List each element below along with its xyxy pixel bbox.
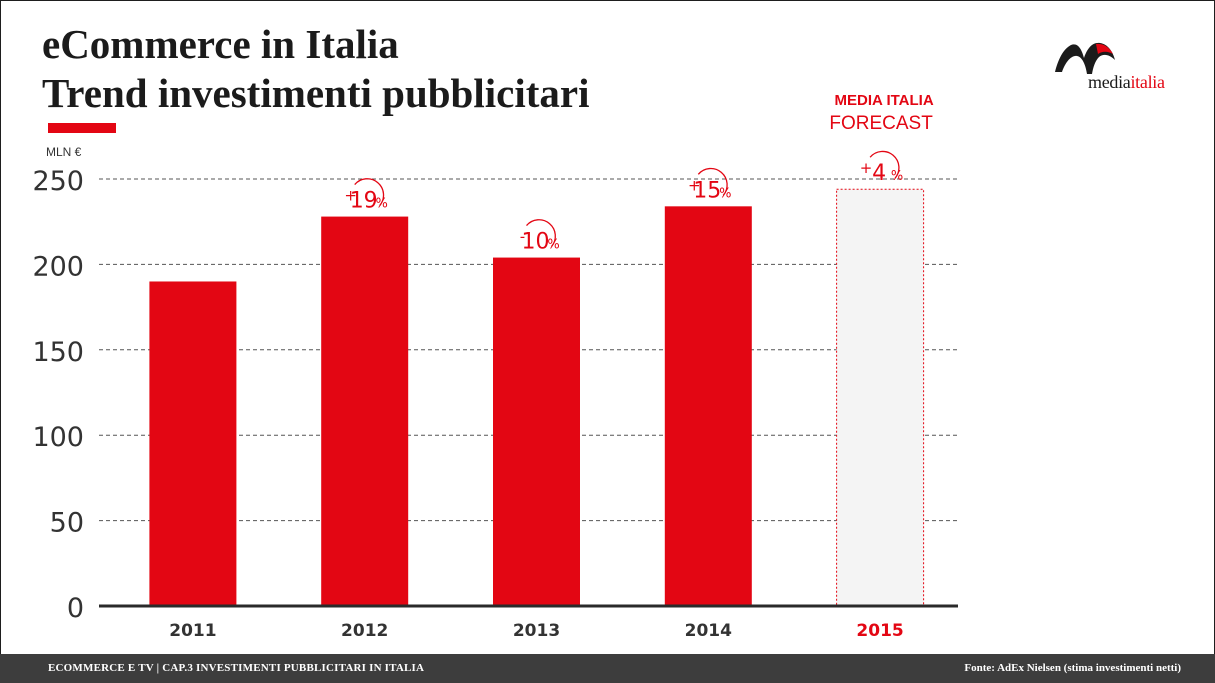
change-sign: + <box>688 176 701 194</box>
footer-bar: ECOMMERCE E TV | CAP.3 INVESTIMENTI PUBB… <box>0 654 1215 683</box>
x-tick-label: 2013 <box>513 621 560 641</box>
forecast-label-line-2: FORECAST <box>829 113 933 134</box>
change-sign: + <box>860 159 873 177</box>
bar-forecast <box>836 188 925 607</box>
x-tick-label: 2014 <box>685 621 732 641</box>
forecast-label-line-1: MEDIA ITALIA <box>835 92 934 109</box>
y-tick-label: 50 <box>50 508 84 539</box>
bar <box>493 257 580 606</box>
logo-wordmark: mediaitalia <box>1088 72 1165 93</box>
y-unit-label: MLN € <box>46 145 82 159</box>
bar <box>149 281 237 606</box>
title-line-2: Trend investimenti pubblicitari <box>42 70 590 116</box>
logo-highlight: italia <box>1130 72 1165 92</box>
y-tick-label: 0 <box>67 593 84 624</box>
title-line-1: eCommerce in Italia <box>42 21 399 67</box>
logo-prefix: media <box>1088 72 1131 92</box>
change-badge-ring <box>869 150 900 179</box>
slide-title: eCommerce in Italia Trend investimenti p… <box>42 20 589 118</box>
bar <box>664 206 752 606</box>
logo-m-icon <box>1055 42 1115 74</box>
change-value: 4 <box>872 161 886 186</box>
change-percent-sign: % <box>547 238 559 253</box>
title-accent-bar <box>48 123 116 133</box>
change-sign: - <box>520 228 525 246</box>
y-tick-label: 150 <box>32 337 84 368</box>
bar <box>321 216 409 607</box>
y-tick-label: 250 <box>32 166 84 197</box>
x-tick-label: 2012 <box>341 621 388 641</box>
change-badge-ring <box>697 167 728 196</box>
y-tick-label: 200 <box>32 251 84 282</box>
y-tick-label: 100 <box>32 422 84 453</box>
change-percent-sign: % <box>719 186 731 201</box>
change-value: 19 <box>350 189 378 214</box>
change-badge-ring <box>526 219 556 247</box>
change-sign: + <box>344 187 357 205</box>
change-badge-ring <box>354 178 385 206</box>
mediaitalia-logo: mediaitalia <box>1052 38 1184 94</box>
change-value: 15 <box>693 178 721 203</box>
change-percent-sign: % <box>891 169 903 184</box>
x-tick-label: 2011 <box>169 621 216 641</box>
footer-source: Fonte: AdEx Nielsen (stima investimenti … <box>964 662 1181 674</box>
x-tick-label: 2015 <box>856 621 903 641</box>
change-value: 10 <box>522 230 550 255</box>
change-percent-sign: % <box>376 197 388 212</box>
footer-chapter: ECOMMERCE E TV | CAP.3 INVESTIMENTI PUBB… <box>48 662 425 674</box>
